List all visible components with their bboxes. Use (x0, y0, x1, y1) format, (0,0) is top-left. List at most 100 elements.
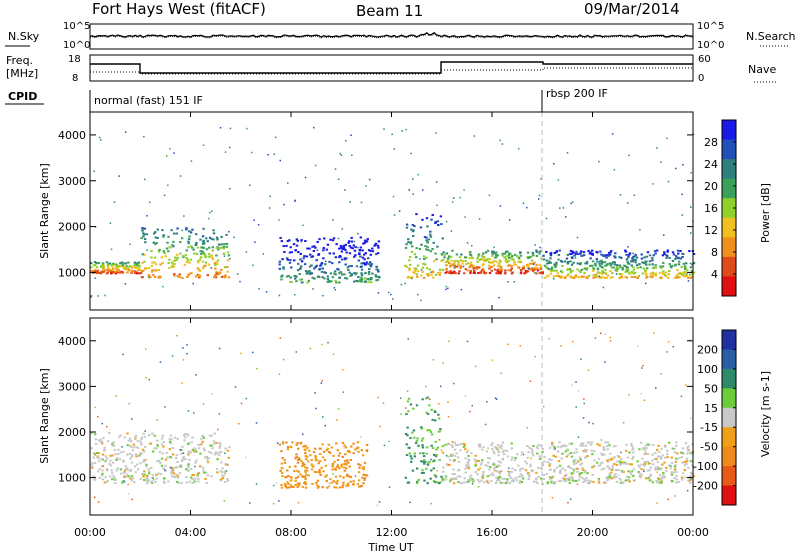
data-cell (123, 480, 126, 483)
colorbar-tick-label: -15 (700, 421, 718, 434)
data-cell (365, 474, 369, 477)
data-cell (460, 288, 463, 291)
data-cell (318, 468, 321, 471)
data-cell (457, 481, 460, 484)
data-cell (464, 216, 466, 218)
data-cell (522, 453, 525, 456)
data-cell (634, 276, 637, 279)
data-cell (311, 255, 315, 258)
data-cell (656, 461, 660, 464)
data-cell (430, 458, 432, 461)
data-cell (585, 260, 589, 263)
data-cell (626, 202, 629, 204)
data-cell (184, 436, 187, 439)
data-cell (461, 262, 464, 265)
data-cell (507, 254, 511, 257)
data-cell (486, 475, 490, 478)
data-cell (565, 477, 568, 480)
data-cell (222, 245, 226, 248)
data-cell (609, 262, 612, 265)
data-cell (584, 470, 587, 473)
data-cell (99, 438, 102, 441)
data-cell (570, 253, 573, 256)
nave-trace (90, 67, 693, 75)
data-cell (624, 275, 627, 278)
data-cell (312, 451, 316, 454)
data-cell (458, 481, 462, 484)
data-cell (436, 470, 438, 472)
data-cell (225, 245, 228, 248)
data-cell (469, 270, 472, 273)
data-cell (491, 250, 494, 253)
data-cell (160, 437, 164, 440)
data-cell (464, 256, 467, 259)
data-cell (302, 445, 305, 448)
data-cell (198, 274, 201, 277)
data-cell (112, 271, 115, 274)
data-cell (93, 264, 97, 267)
data-cell (594, 276, 598, 279)
data-cell (93, 270, 97, 273)
data-cell (573, 254, 576, 257)
data-cell (178, 273, 181, 276)
data-cell (531, 262, 534, 265)
data-cell (528, 474, 531, 477)
data-cell (182, 347, 184, 349)
y-tick-label: 1000 (58, 472, 86, 485)
data-cell (580, 358, 582, 360)
data-cell (597, 457, 601, 460)
data-cell (663, 251, 666, 254)
data-cell (170, 265, 174, 268)
data-cell (387, 291, 390, 294)
data-cell (480, 269, 484, 272)
data-cell (106, 264, 109, 267)
data-cell (344, 467, 348, 470)
data-cell (142, 475, 145, 478)
data-cell (175, 232, 179, 235)
data-cell (102, 437, 105, 440)
data-cell (154, 242, 157, 245)
data-cell (195, 233, 198, 236)
data-cell (374, 242, 378, 245)
data-cell (692, 262, 696, 265)
data-cell (355, 272, 358, 275)
data-cell (367, 257, 370, 260)
data-cell (540, 467, 543, 470)
data-cell (130, 479, 133, 482)
colorbar-segment (722, 388, 736, 409)
data-cell (646, 469, 650, 472)
colorbar-tick-label: 16 (704, 202, 718, 215)
data-cell (692, 253, 696, 256)
data-cell (605, 256, 608, 259)
data-cell (427, 461, 430, 464)
data-cell (492, 463, 496, 466)
data-cell (549, 254, 553, 257)
data-cell (618, 276, 622, 279)
data-cell (219, 470, 222, 473)
data-cell (518, 481, 521, 484)
data-cell (643, 453, 646, 456)
data-cell (451, 473, 454, 476)
data-cell (611, 133, 614, 135)
data-cell (213, 442, 216, 445)
data-cell (191, 246, 194, 249)
data-cell (141, 229, 144, 232)
data-cell (435, 132, 437, 134)
data-cell (363, 461, 367, 464)
data-cell (481, 459, 484, 462)
data-cell (175, 466, 178, 469)
data-cell (600, 259, 603, 262)
data-cell (640, 463, 643, 466)
x-tick-label: 04:00 (175, 526, 207, 539)
data-cell (373, 244, 376, 247)
data-cell (156, 460, 159, 463)
data-cell (178, 276, 181, 279)
data-cell (96, 470, 100, 473)
data-cell (556, 272, 559, 275)
data-cell (658, 451, 661, 454)
data-cell (186, 344, 188, 346)
data-cell (143, 227, 147, 230)
data-cell (579, 276, 582, 279)
data-cell (569, 269, 572, 272)
data-cell (481, 264, 485, 267)
